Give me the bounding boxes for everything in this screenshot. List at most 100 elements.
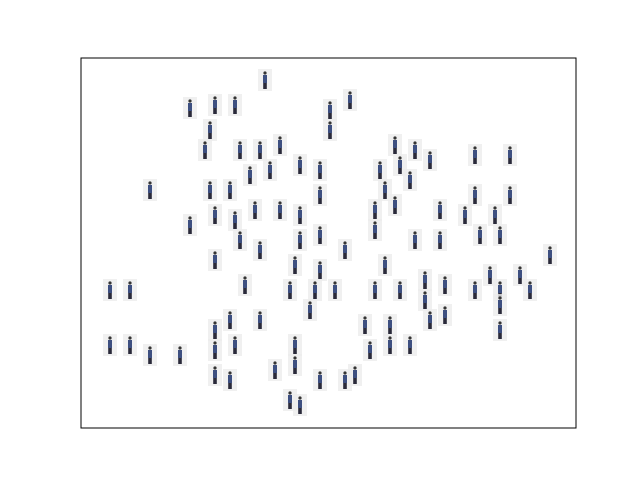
figure-body [213,255,217,263]
figure-head [228,371,232,375]
thumbnail [228,94,242,116]
figure-body [108,285,112,293]
figure-head [413,141,417,145]
thumbnail [223,309,237,331]
figure-head [498,281,502,285]
figure-body [413,145,417,153]
figure-body [383,185,387,193]
figure-head [293,256,297,260]
figure-legs [373,293,377,299]
figure-legs [228,383,232,389]
thumbnail [288,354,302,376]
figure-body [233,340,237,348]
thumbnail [383,314,397,336]
thumbnail [408,139,422,161]
figure-legs [383,193,387,199]
figure-body [233,100,237,108]
figure-head [188,99,192,103]
figure-head [368,341,372,345]
figure-legs [373,213,377,219]
thumbnail [123,279,137,301]
figure-head [498,226,502,230]
figure-legs [233,348,237,354]
figure-head [328,101,332,105]
figure-legs [488,278,492,284]
figure-body [208,125,212,133]
thumbnail [368,279,382,301]
figure-head [238,141,242,145]
figure-head [253,201,257,205]
figure-legs [318,173,322,179]
figure-legs [388,328,392,334]
thumbnail [243,164,257,186]
figure-legs [353,378,357,384]
figure-body [498,230,502,238]
thumbnail [208,204,222,226]
figure-legs [408,348,412,354]
figure-head [493,206,497,210]
thumbnail [288,334,302,356]
figure-body [278,140,282,148]
figure-head [273,361,277,365]
figure-body [498,300,502,308]
thumbnail [388,134,402,156]
figure-body [328,125,332,133]
thumbnail [183,214,197,236]
figure-head [443,276,447,280]
figure-body [293,360,297,368]
figure-head [208,121,212,125]
figure-head [398,281,402,285]
thumbnail [368,219,382,241]
figure-body [258,315,262,323]
figure-legs [438,243,442,249]
figure-head [333,281,337,285]
figure-head [518,266,522,270]
figure-head [473,146,477,150]
figure-legs [508,198,512,204]
figure-legs [308,313,312,319]
figure-legs [263,83,267,89]
thumbnail [418,269,432,291]
thumbnail [418,289,432,311]
figure-body [488,270,492,278]
figure-body [393,140,397,148]
thumbnail [228,334,242,356]
figure-head [388,336,392,340]
figure-body [248,170,252,178]
thumbnail [328,279,342,301]
figure-head [128,336,132,340]
figure-head [318,186,322,190]
thumbnail [208,339,222,361]
figure-body [318,265,322,273]
figure-body [493,210,497,218]
thumbnail [208,364,222,386]
figure-body [438,235,442,243]
axes-frame [80,57,577,429]
figure-legs [473,158,477,164]
figure-legs [253,213,257,219]
figure-legs [288,293,292,299]
figure-body [518,270,522,278]
figure-legs [493,218,497,224]
thumbnail [198,139,212,161]
figure-head [298,156,302,160]
figure-body [508,190,512,198]
figure-legs [408,183,412,189]
figure-head [488,266,492,270]
figure-body [443,280,447,288]
figure-body [238,235,242,243]
figure-head [203,141,207,145]
figure-head [498,296,502,300]
figure-legs [203,153,207,159]
figure-legs [258,323,262,329]
figure-body [423,275,427,283]
figure-legs [373,233,377,239]
figure-head [328,121,332,125]
figure-head [438,231,442,235]
figure-head [508,146,512,150]
figure-head [343,371,347,375]
thumbnail [238,274,252,296]
figure-legs [178,358,182,364]
figure-head [233,96,237,100]
figure-body [408,340,412,348]
